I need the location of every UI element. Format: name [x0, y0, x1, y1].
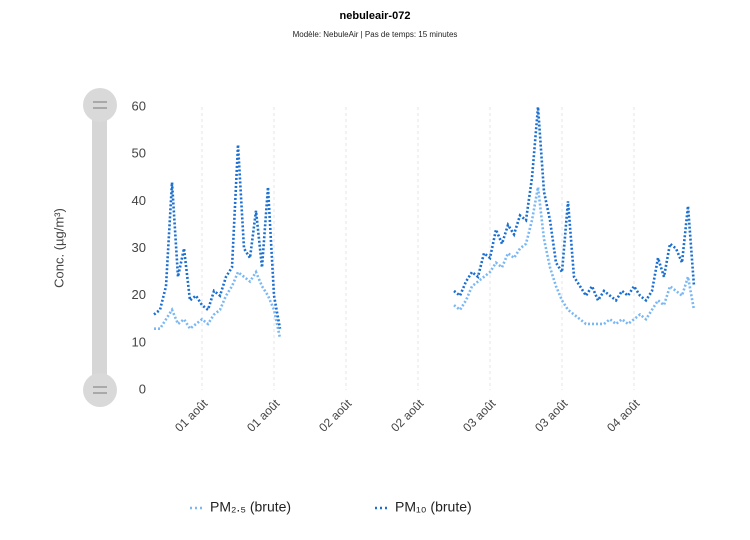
range-slider: [83, 88, 117, 407]
slider-handle-bottom[interactable]: [83, 373, 117, 407]
y-tick-label: 0: [139, 381, 146, 396]
handle[interactable]: [83, 373, 117, 407]
x-tick-label: 03 août: [460, 396, 499, 435]
series-line: [154, 269, 282, 339]
legend-label: PM₂.₅ (brute): [210, 499, 291, 515]
series-line: [453, 106, 696, 304]
y-tick-label: 30: [132, 240, 146, 255]
handle[interactable]: [83, 88, 117, 122]
y-tick-label: 20: [132, 287, 146, 302]
y-axis-label: Conc. (µg/m³): [51, 208, 66, 288]
slider-handle-top[interactable]: [83, 88, 117, 122]
legend-item: PM₂.₅ (brute): [190, 499, 291, 515]
series-line: [153, 144, 282, 329]
x-tick-label: 03 août: [532, 396, 571, 435]
x-tick-label: 02 août: [388, 396, 427, 435]
chart-title: nebuleair-072: [340, 10, 411, 22]
y-tick-label: 50: [132, 146, 146, 161]
y-tick-label: 40: [132, 193, 146, 208]
x-tick-label: 01 août: [244, 396, 283, 435]
y-tick-label: 10: [132, 334, 146, 349]
slider-track: [92, 105, 107, 390]
chart-subtitle: Modèle: NebuleAir | Pas de temps: 15 min…: [293, 30, 458, 39]
legend-label: PM₁₀ (brute): [395, 499, 472, 515]
y-tick-label: 60: [132, 98, 146, 113]
x-tick-label: 02 août: [316, 396, 355, 435]
legend-item: PM₁₀ (brute): [375, 499, 472, 515]
x-tick-label: 04 août: [604, 396, 643, 435]
x-tick-label: 01 août: [172, 396, 211, 435]
series-line: [453, 186, 696, 326]
